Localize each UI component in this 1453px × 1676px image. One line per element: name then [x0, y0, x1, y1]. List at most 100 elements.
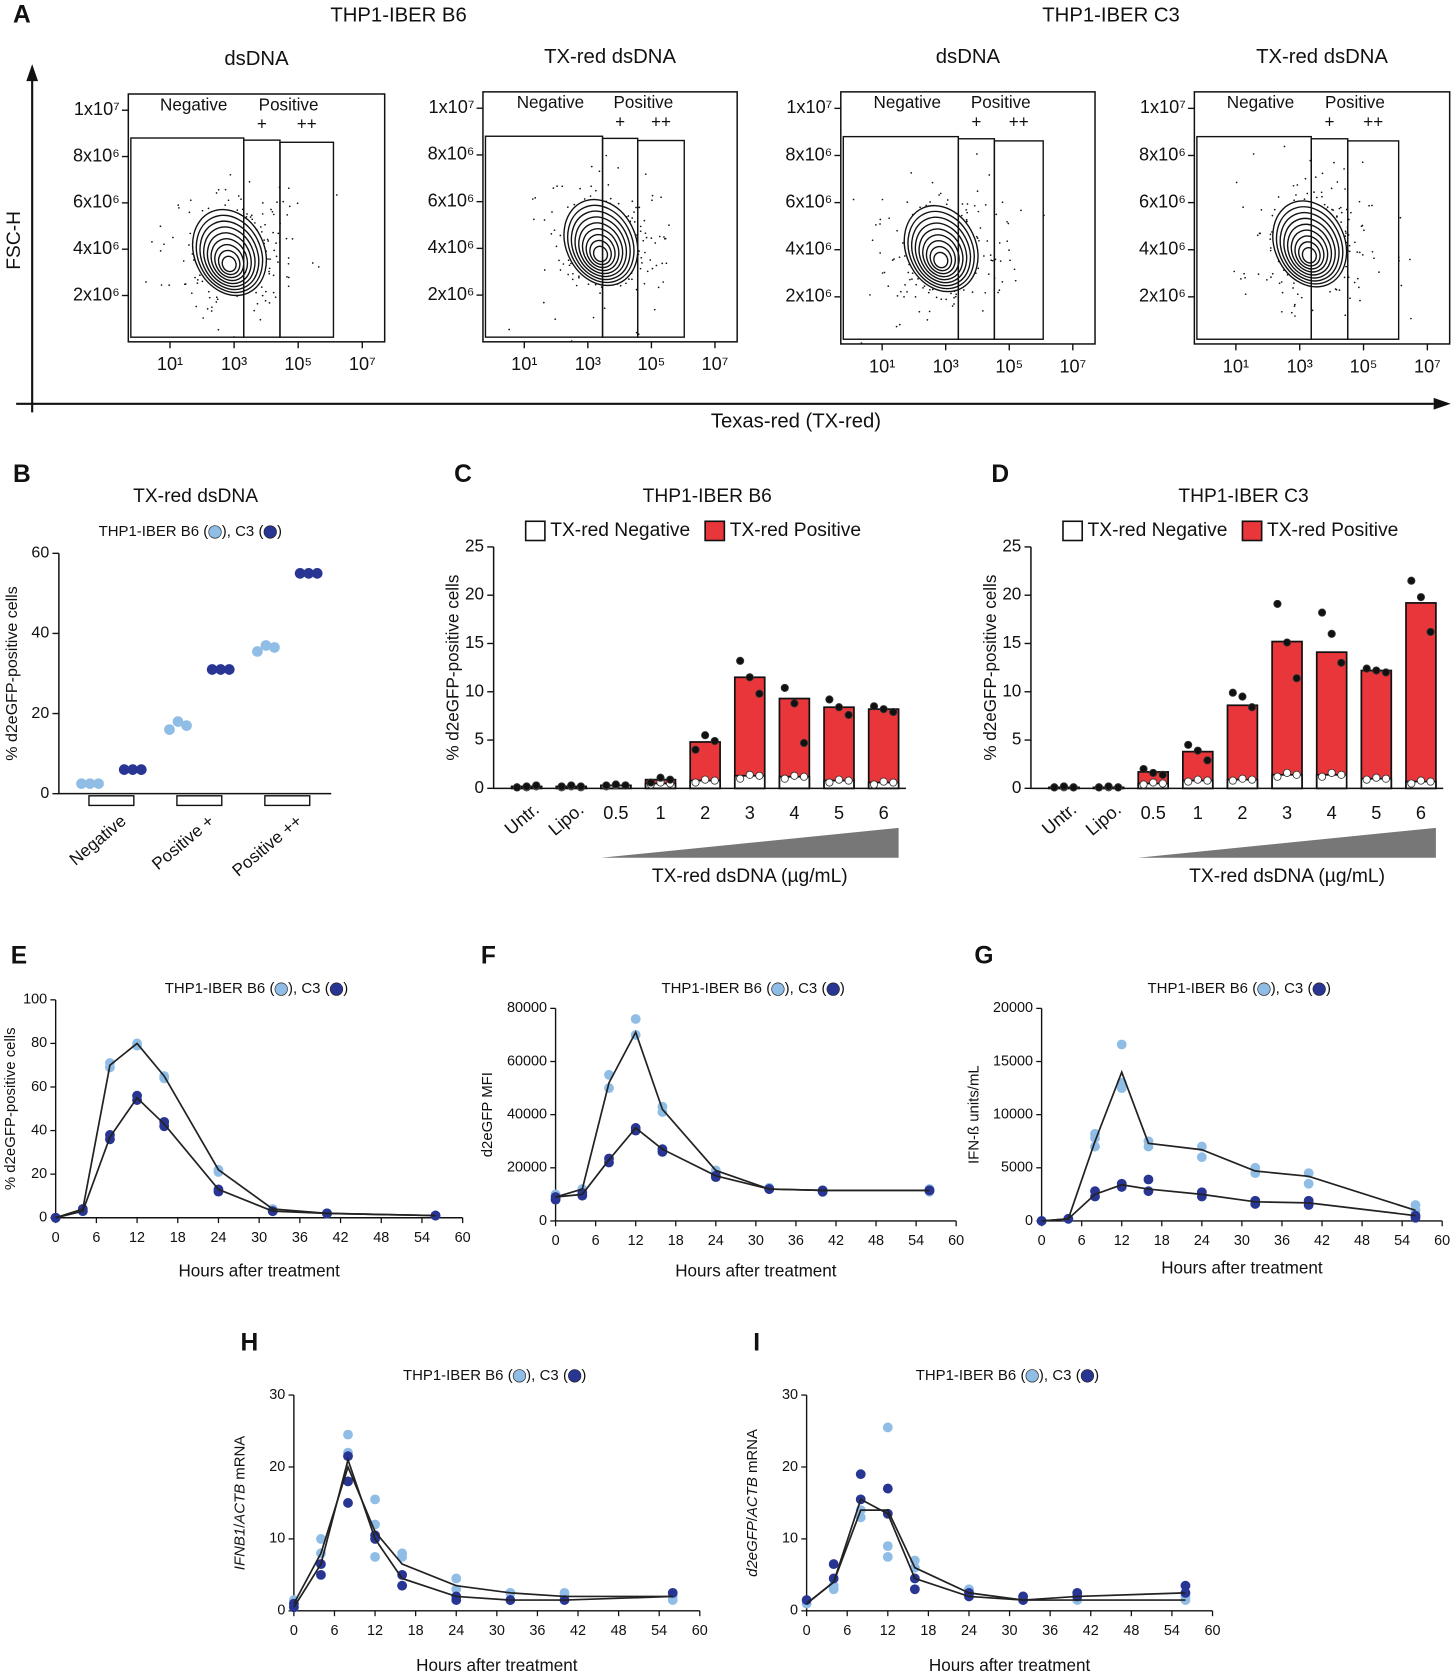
event-dot: [207, 207, 210, 210]
event-dot: [903, 296, 905, 298]
data-point: [1139, 780, 1148, 789]
event-dot: [625, 282, 627, 285]
event-dot: [210, 310, 213, 312]
event-dot: [1001, 201, 1004, 204]
data-point: [1327, 768, 1336, 777]
legend-text: ): [1094, 1367, 1099, 1384]
event-dot: [668, 224, 670, 226]
event-dot: [1014, 279, 1017, 282]
event-dot: [988, 174, 991, 176]
data-point: [118, 764, 130, 775]
axis: [293, 1395, 700, 1612]
panel-label: C: [454, 461, 472, 488]
event-dot: [272, 274, 275, 277]
event-dot: [543, 269, 546, 271]
x-tick-label: 18: [170, 1230, 186, 1246]
event-dot: [1008, 249, 1010, 251]
event-dot: [631, 217, 634, 219]
y-tick-label: 6x10⁶: [1139, 191, 1186, 211]
event-dot: [638, 206, 641, 209]
x-tick-label: 6: [843, 1623, 851, 1639]
data-point: [316, 1569, 326, 1580]
event-dot: [1259, 232, 1262, 235]
y-axis-label-part: /: [231, 1523, 248, 1528]
data-point: [780, 683, 789, 692]
legend-text: (: [325, 980, 330, 997]
event-dot: [869, 294, 871, 296]
event-dot: [189, 199, 192, 202]
event-dot: [264, 299, 267, 302]
panel-label: G: [974, 943, 993, 970]
y-tick-label: 100: [23, 992, 47, 1008]
event-dot: [553, 229, 556, 232]
event-dot: [534, 197, 537, 199]
x-tick-label: 12: [628, 1233, 644, 1249]
legend-text: (: [1308, 980, 1313, 997]
legend-text: THP1-IBER B6: [662, 980, 762, 997]
data-point: [1149, 778, 1158, 787]
data-point: [397, 1569, 408, 1580]
event-dot: [570, 262, 572, 265]
event-dot: [264, 223, 266, 226]
x-tick-label: 0.5: [603, 803, 628, 823]
event-dot: [635, 288, 638, 291]
data-point: [512, 783, 522, 792]
event-dot: [973, 204, 976, 207]
event-dot: [939, 192, 942, 195]
y-tick-label: 5000: [1001, 1160, 1033, 1176]
legend-text: ): [581, 1367, 586, 1384]
event-dot: [1343, 276, 1346, 279]
x-axis-label: Hours after treatment: [178, 1262, 340, 1281]
data-point: [630, 1014, 641, 1024]
event-dot: [1270, 276, 1272, 279]
y-axis-label: IFN-ß units/mL: [965, 1065, 982, 1164]
panel-title: dsDNA: [936, 46, 1001, 68]
data-point: [1292, 770, 1301, 779]
event-dot: [1277, 196, 1280, 198]
event-dot: [1020, 209, 1022, 212]
event-dot: [272, 291, 275, 294]
event-dot: [1256, 234, 1259, 237]
event-dot: [202, 317, 205, 319]
event-dot: [1361, 254, 1364, 256]
event-dot: [976, 153, 978, 155]
event-dot: [272, 213, 275, 216]
event-dot: [253, 309, 256, 312]
panel-title: dsDNA: [224, 48, 289, 70]
data-point: [559, 1587, 570, 1598]
series-line: [293, 1456, 673, 1608]
event-dot: [875, 224, 877, 226]
event-dot: [1320, 191, 1323, 194]
series-line: [1041, 1183, 1416, 1222]
data-point: [1303, 1178, 1314, 1189]
event-dot: [276, 201, 278, 203]
y-axis-label: IFNB1/ACTB mRNA: [231, 1436, 248, 1571]
y-tick-label: 40: [31, 624, 49, 642]
data-point: [223, 664, 235, 675]
event-dot: [291, 238, 294, 240]
data-point: [1318, 608, 1327, 617]
y-tick-label: 20000: [993, 1000, 1033, 1016]
event-dot: [631, 278, 633, 281]
event-dot: [533, 218, 535, 221]
data-point: [701, 731, 710, 740]
event-dot: [287, 187, 290, 190]
data-point: [1247, 703, 1257, 712]
y-tick-label: 6x10⁶: [428, 190, 475, 210]
y-axis-label: % d2eGFP-positive cells: [981, 575, 1000, 761]
data-point: [755, 689, 764, 698]
legend-marker: [208, 525, 222, 539]
data-point: [745, 770, 754, 779]
gate-sublabel: ++: [651, 112, 671, 131]
event-dot: [268, 267, 271, 270]
x-tick-label: 3: [745, 803, 755, 823]
panel-title: TX-red dsDNA: [544, 46, 676, 68]
event-dot: [201, 209, 204, 212]
population-layer: [1233, 145, 1412, 320]
legend-text: ,: [790, 980, 794, 997]
gate-sublabel: ++: [1363, 112, 1383, 131]
data-point: [834, 775, 844, 784]
event-dot: [983, 255, 985, 257]
event-dot: [1296, 184, 1299, 186]
data-point: [397, 1548, 408, 1559]
